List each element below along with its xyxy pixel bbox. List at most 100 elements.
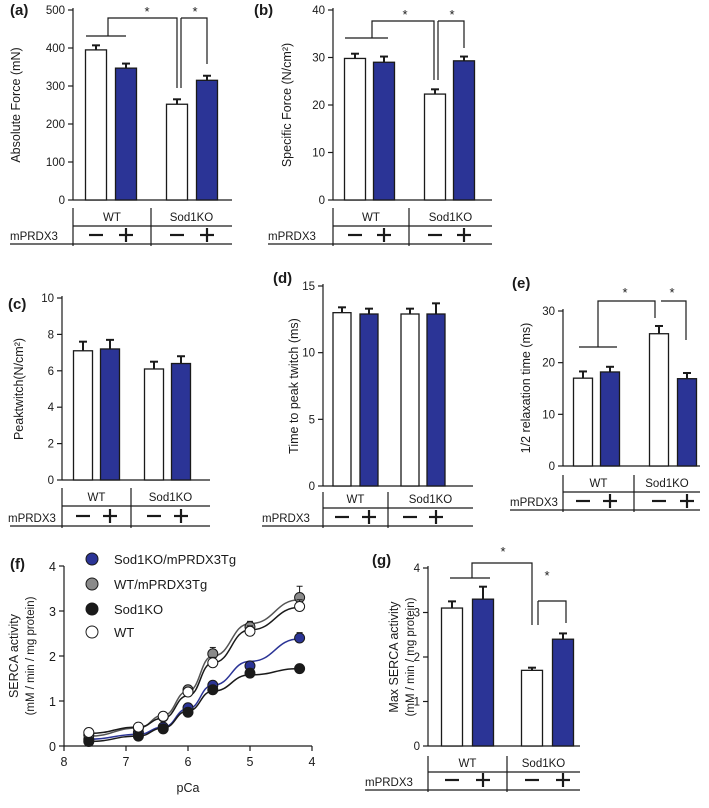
panel-e-label: (e) <box>512 275 530 292</box>
panel-e-plus-sign <box>680 494 694 508</box>
panel-d-bar-Sod1KO-minus <box>400 313 420 487</box>
panel-f-ytick-label: 4 <box>49 560 56 574</box>
panel-b-group-wt: WT <box>362 212 380 224</box>
panel-f-point-white <box>83 727 95 738</box>
panel-f-point-black <box>182 706 194 718</box>
panel-g-ylabel: Max SERCA activity <box>387 601 401 713</box>
panel-d-ytick-label: 5 <box>309 414 315 426</box>
panel-d-bar-WT-minus <box>332 312 352 487</box>
panel-f-point-black <box>244 667 256 679</box>
panel-f-legend-marker-blue <box>85 552 99 566</box>
panel-f-ytick-label: 0 <box>49 740 56 754</box>
panel-e-group-sod1ko: Sod1KO <box>645 478 689 490</box>
panel-f-label: (f) <box>10 556 25 573</box>
panel-g-sig-2: * <box>544 568 549 583</box>
panel-g-ylabel2: (mM / min / mg protein) <box>405 597 417 716</box>
panel-f-legend-label-grey: WT/mPRDX3Tg <box>114 577 207 592</box>
panel-d-bar-WT-plus <box>359 313 379 487</box>
panel-c-group-sod1ko: Sod1KO <box>149 492 193 504</box>
panel-b-plus-sign <box>377 228 391 242</box>
panel-d-ytick-label: 10 <box>302 348 315 360</box>
panel-a-sig-2: * <box>192 4 197 19</box>
panel-a-plus-sign <box>119 228 133 242</box>
panel-g-sig-1: * <box>500 544 505 559</box>
panel-g-ytick-label: 0 <box>414 741 420 753</box>
panel-b-ytick-label: 0 <box>319 195 325 207</box>
panel-e-treatment-label: mPRDX3 <box>510 497 558 509</box>
panel-e-bar-WT-minus <box>572 377 594 467</box>
panel-g-ytick-label: 3 <box>414 608 420 620</box>
panel-e-sig-2: * <box>669 285 674 300</box>
panel-b-label: (b) <box>254 2 273 19</box>
panel-c-plus-sign <box>103 509 117 523</box>
panel-g-bar-WT-minus <box>440 607 464 747</box>
panel-d-plus-sign <box>362 510 376 524</box>
panel-f-fit-blue <box>88 638 300 740</box>
panel-a-plus-sign <box>200 228 214 242</box>
panel-f-legend-marker-white <box>85 625 99 639</box>
panel-a-ytick-label: 100 <box>46 157 65 169</box>
panel-c-ytick-label: 10 <box>41 293 54 305</box>
panel-g-ytick-label: 1 <box>414 697 420 709</box>
panel-f-point-white <box>207 657 219 669</box>
panel-c-bar-Sod1KO-minus <box>143 368 165 481</box>
panel-f-ytick-label: 2 <box>49 650 56 664</box>
panel-b-bracket-2 <box>438 20 465 48</box>
panel-e-bar-WT-plus <box>599 371 621 467</box>
panel-e-ytick-label: 0 <box>549 461 555 473</box>
panel-a-ylabel: Absolute Force (mN) <box>9 47 23 162</box>
panel-b-ylabel: Specific Force (N/cm²) <box>280 43 294 167</box>
panel-d-ytick-label: 0 <box>309 481 315 493</box>
panel-f-xtick-label: 5 <box>247 755 254 769</box>
panel-d-group-sod1ko: Sod1KO <box>409 494 453 506</box>
panel-f-xtick-label: 7 <box>123 755 130 769</box>
panel-f-ylabel2: (mM / min / mg protein) <box>25 596 37 715</box>
panel-d-ytick-label: 15 <box>302 281 315 293</box>
panel-f-xlabel: pCa <box>177 781 200 795</box>
panel-d-label: (d) <box>273 270 292 287</box>
panel-c-bar-Sod1KO-plus <box>170 362 192 481</box>
panel-a-bracket-1 <box>107 17 178 88</box>
panel-c-bar-WT-minus <box>72 350 94 481</box>
panel-c-group-wt: WT <box>88 492 106 504</box>
panel-a-label: (a) <box>10 2 28 19</box>
panel-c-ytick-label: 6 <box>48 366 54 378</box>
panel-c-ytick-label: 2 <box>48 439 54 451</box>
panel-f-point-black <box>157 723 169 735</box>
panel-a-bar-WT-minus <box>84 49 108 201</box>
panel-a-ytick-label: 500 <box>46 5 65 17</box>
panel-f-point-white <box>182 686 194 698</box>
panel-d-treatment-label: mPRDX3 <box>262 513 310 525</box>
panel-e-ylabel: 1/2 relaxation time (ms) <box>519 323 533 454</box>
panel-e-ytick-label: 10 <box>542 409 555 421</box>
panel-b-sig-2: * <box>449 7 454 22</box>
panel-f-ytick-label: 1 <box>49 695 56 709</box>
panel-f-point-white <box>157 710 169 722</box>
panel-c-treatment-label: mPRDX3 <box>8 513 56 525</box>
panel-a-treatment-label: mPRDX3 <box>10 231 58 243</box>
panel-g-bar-WT-plus <box>471 598 495 747</box>
panel-d-group-wt: WT <box>347 494 365 506</box>
panel-c-ylabel: Peaktwitch(N/cm²) <box>12 338 26 440</box>
panel-c-ytick-label: 4 <box>48 402 55 414</box>
panel-f-ytick-label: 3 <box>49 605 56 619</box>
panel-d-ylabel: Time to peak twitch (ms) <box>287 318 301 454</box>
panel-f-xtick-label: 6 <box>185 755 192 769</box>
panel-g-treatment-label: mPRDX3 <box>365 777 413 789</box>
panel-g-label: (g) <box>372 552 391 569</box>
panel-f-legend-label-black: Sod1KO <box>114 602 163 617</box>
panel-f-fit-grey <box>88 599 300 737</box>
panel-g-bracket-2 <box>538 600 567 623</box>
panel-b-bar-WT-plus <box>372 61 396 201</box>
panel-b-bar-WT-minus <box>343 57 367 201</box>
panel-f-xtick-label: 4 <box>309 755 316 769</box>
panel-b-ytick-label: 30 <box>312 53 325 65</box>
panel-f-point-white <box>132 721 144 733</box>
panel-c-bar-WT-plus <box>99 348 121 481</box>
panel-b-sig-1: * <box>402 7 407 22</box>
panel-c-label: (c) <box>8 296 26 313</box>
panel-a-bar-Sod1KO-plus <box>195 79 219 201</box>
panel-f-ylabel: SERCA activity <box>7 613 21 698</box>
panel-g-group-wt: WT <box>459 758 477 770</box>
panel-c-plus-sign <box>174 509 188 523</box>
